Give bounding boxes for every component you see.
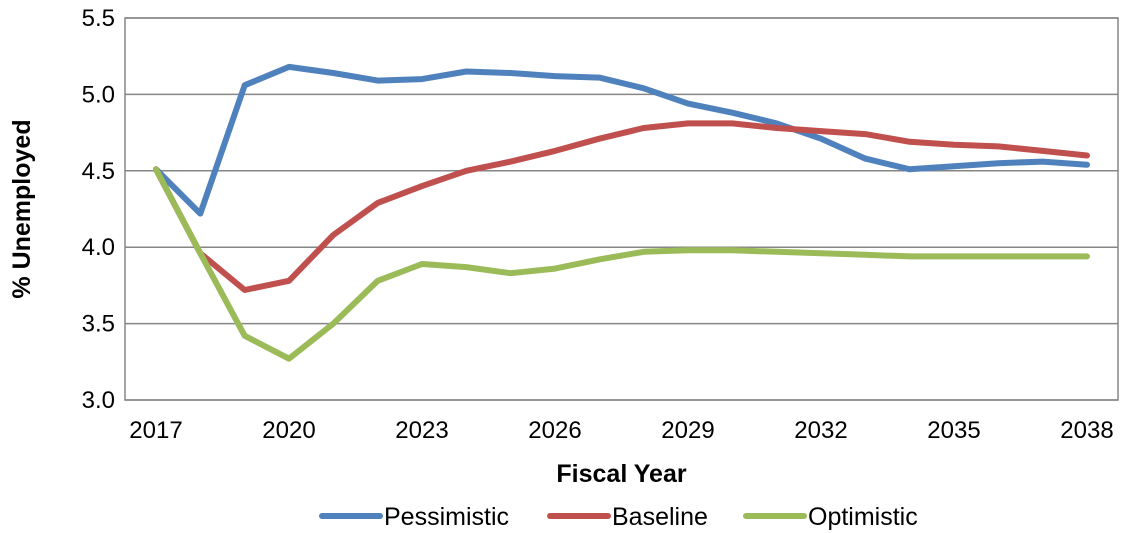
plot-area: [124, 17, 1119, 401]
series-line-baseline: [153, 120, 1090, 293]
y-tick-label: 3.0: [82, 387, 115, 414]
y-tick-label: 5.5: [82, 5, 115, 32]
y-axis-title: % Unemployed: [8, 119, 36, 298]
legend-label: Optimistic: [808, 503, 918, 531]
y-tick-label: 4.0: [82, 234, 115, 261]
series-line-optimistic: [153, 166, 1090, 362]
y-axis-ticks: 3.0 3.5 4.0 4.5 5.0 5.5: [82, 5, 115, 414]
x-tick-label: 2032: [794, 417, 847, 444]
legend-item-optimistic: Optimistic: [743, 503, 918, 531]
legend-label: Baseline: [612, 503, 708, 531]
x-axis-ticks: 2017 2020 2023 2026 2029 2032 2035 2038: [129, 417, 1113, 444]
legend: Pessimistic Baseline Optimistic: [319, 503, 918, 531]
x-tick-label: 2023: [395, 417, 448, 444]
x-tick-label: 2017: [129, 417, 182, 444]
series-lines: [153, 63, 1090, 362]
legend-item-pessimistic: Pessimistic: [319, 503, 509, 531]
x-tick-label: 2026: [528, 417, 581, 444]
x-tick-label: 2038: [1060, 417, 1113, 444]
legend-item-baseline: Baseline: [547, 503, 708, 531]
series-line-pessimistic: [153, 63, 1090, 217]
legend-label: Pessimistic: [384, 503, 509, 531]
y-tick-label: 4.5: [82, 158, 115, 185]
x-axis-title: Fiscal Year: [556, 460, 686, 488]
x-tick-label: 2020: [262, 417, 315, 444]
y-tick-label: 3.5: [82, 311, 115, 338]
y-tick-label: 5.0: [82, 81, 115, 108]
x-tick-label: 2035: [927, 417, 980, 444]
x-tick-label: 2029: [661, 417, 714, 444]
